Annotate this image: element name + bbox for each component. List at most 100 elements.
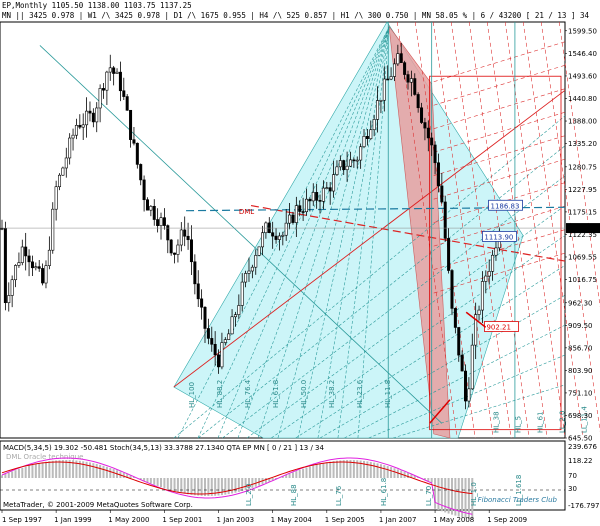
macd-bar [407,473,409,478]
candle-body [3,228,7,304]
macd-bar [193,478,196,496]
candle-body [30,261,34,269]
macd-bar [72,460,75,478]
red-grid-line [450,21,512,439]
candle-body [166,225,170,241]
candle-body [487,271,491,277]
candle-body [409,78,413,83]
level-label-2: 1113.90 [484,233,513,241]
macd-bar [129,475,132,478]
candle-body [20,246,24,263]
macd-bar [444,478,447,513]
candle-body [108,67,112,73]
candle-body [311,192,315,202]
y-tick-label: 856.70 [568,344,593,352]
candle-body [359,146,363,161]
candle-body [223,339,227,343]
candle-body [230,316,234,335]
macd-bar [38,463,41,478]
candle-body [240,281,244,306]
candle-body [200,298,204,308]
macd-bar [31,464,34,478]
red-box [429,75,562,431]
fan-line [297,26,390,439]
x-tick-label: 1 Sep 2009 [487,516,527,524]
candle-body [494,247,498,256]
candle-body [139,164,143,181]
macd-bar [268,478,271,482]
red-marker-arrow [465,311,487,328]
macd-bar [288,473,291,478]
candle-body [186,235,190,241]
candle-body [345,165,349,171]
fan-label-right: HL_61 [537,411,545,433]
candle-body [68,137,72,159]
macd-bar [220,478,223,496]
x-tick-label: 1 May 2008 [433,516,474,524]
macd-bar [55,460,58,478]
macd-bar [264,478,267,484]
candle-body [88,110,92,114]
candle-body [173,252,177,255]
y-tick-label: 1016.75 [568,276,597,284]
macd-bar [183,478,186,494]
macd-bar [319,463,322,478]
candle-body [304,198,308,213]
candle-body [78,124,82,128]
macd-bar [197,478,200,496]
red-grid-line [433,182,566,223]
macd-bar [285,475,288,478]
macd-bar [335,460,338,478]
candles [0,43,501,410]
macd-bar [28,465,31,478]
y-tick-label: 1175.15 [568,208,597,216]
macd-histogram [1,460,474,520]
candle-body [464,370,468,402]
macd-bar [247,478,250,490]
red-grid-line [433,64,566,106]
macd-bar [413,475,416,478]
candle-body [426,127,430,139]
macd-bar [450,478,453,515]
y-tick-label: 1388.00 [568,118,597,126]
red-grid-line [433,205,566,247]
candle-body [237,305,241,315]
copyright-text: MetaTrader, © 2001-2009 MetaQuotes Softw… [3,501,193,509]
fan-line [344,324,566,439]
x-tick-label: 1 Jan 2003 [217,516,255,524]
candle-body [254,255,258,268]
red-grid-line [433,252,566,294]
fan-line [217,26,390,439]
fan-line [237,26,390,439]
red-marker-bottom [429,399,451,424]
macd-bar [295,471,298,478]
candle-body [233,314,237,318]
candle-body [213,343,217,356]
macd-bar [95,463,98,478]
x-tick-label: 1 Sep 1997 [2,516,42,524]
fan-label-right: HL_38 [493,411,501,433]
macd-bar [312,465,315,478]
candle-body [447,238,451,271]
candle-body [420,107,424,123]
indicator-bottom-label: LL_2.0 [245,484,253,506]
candle-body [288,214,292,224]
macd-bar [346,460,349,478]
red-grid-line [433,111,566,153]
candle-body [433,144,437,164]
candle-body [34,266,38,269]
candle-body [301,211,305,213]
candle-body [430,137,434,146]
x-tick-label: 1 May 2004 [271,516,313,524]
macd-bar [234,478,237,493]
fan-label-bottom: HL_88.2 [216,380,224,408]
candle-body [484,275,488,282]
macd-bar [34,463,37,478]
x-tick-label: 1 Jan 2007 [379,516,417,524]
macd-bar [393,468,396,478]
macd-bar [396,469,399,478]
candle-body [61,167,65,176]
candle-body [98,88,102,109]
